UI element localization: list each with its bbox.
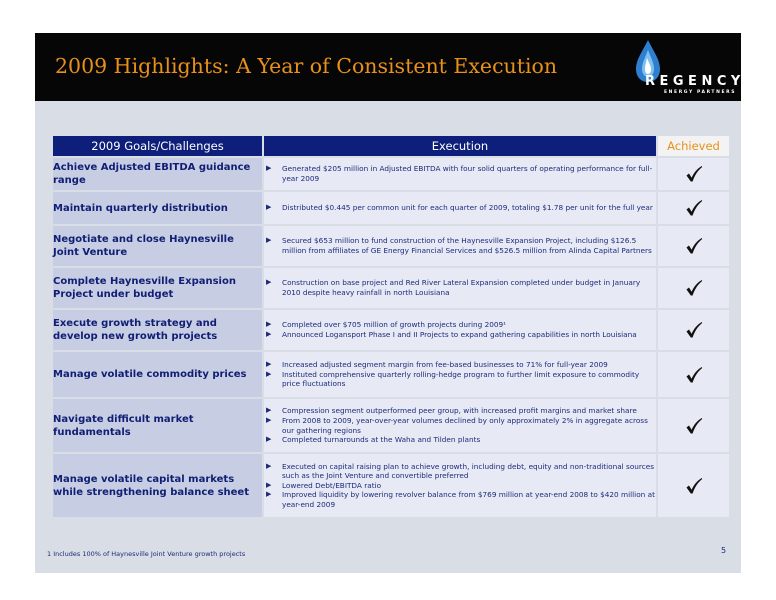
- table-row: Execute growth strategy and develop new …: [53, 310, 729, 350]
- slide-header: [35, 33, 741, 101]
- checkmark-icon: [686, 200, 702, 216]
- checkmark-icon: [686, 280, 702, 296]
- execution-point-text: Completed turnarounds at the Waha and Ti…: [282, 435, 481, 445]
- goal-cell: Navigate difficult market fundamentals: [53, 399, 262, 452]
- execution-cell: ▶ Compression segment outperformed peer g…: [264, 399, 656, 452]
- bullet-arrow-icon: ▶: [266, 164, 272, 173]
- checkmark-icon: [686, 166, 702, 182]
- bullet-arrow-icon: ▶: [266, 415, 272, 424]
- achieved-cell: [658, 226, 729, 266]
- column-header-goals: 2009 Goals/Challenges: [53, 136, 262, 156]
- execution-cell: ▶ Distributed $0.445 per common unit for …: [264, 192, 656, 224]
- execution-point-text: Generated $205 million in Adjusted EBITD…: [282, 164, 653, 183]
- goal-cell: Execute growth strategy and develop new …: [53, 310, 262, 350]
- execution-point-text: Lowered Debt/EBITDA ratio: [282, 480, 382, 490]
- bullet-arrow-icon: ▶: [266, 278, 272, 287]
- execution-point: ▶ Secured $653 million to fund constructi…: [264, 236, 656, 255]
- table-row: Navigate difficult market fundamentals ▶ C…: [53, 399, 729, 452]
- goal-cell: Manage volatile capital markets while st…: [53, 454, 262, 517]
- table-header-row: 2009 Goals/Challenges Execution Achieved: [53, 136, 729, 156]
- footnote: 1 Includes 100% of Haynesville Joint Ven…: [47, 550, 246, 558]
- execution-cell: ▶ Executed on capital raising plan to ach…: [264, 454, 656, 517]
- table-row: Achieve Adjusted EBITDA guidance range ▶ G…: [53, 158, 729, 190]
- goal-cell: Achieve Adjusted EBITDA guidance range: [53, 158, 262, 190]
- bullet-arrow-icon: ▶: [266, 461, 272, 470]
- execution-point: ▶ Executed on capital raising plan to ach…: [264, 462, 656, 481]
- table-row: Complete Haynesville Expansion Project u…: [53, 268, 729, 308]
- execution-point-text: Completed over $705 million of growth pr…: [282, 320, 507, 330]
- execution-point-text: Announced Logansport Phase I and II Proj…: [282, 330, 637, 339]
- table-row: Manage volatile capital markets while st…: [53, 454, 729, 517]
- execution-point-text: Distributed $0.445 per common unit for e…: [282, 203, 653, 213]
- execution-point: ▶ Increased adjusted segment margin from …: [264, 360, 656, 370]
- execution-point-text: From 2008 to 2009, year-over-year volume…: [282, 415, 648, 435]
- column-header-execution: Execution: [264, 136, 656, 156]
- checkmark-icon: [686, 417, 702, 433]
- bullet-arrow-icon: ▶: [266, 236, 272, 245]
- highlights-table: 2009 Goals/Challenges Execution Achieved…: [51, 134, 731, 519]
- achieved-cell: [658, 268, 729, 308]
- bullet-arrow-icon: ▶: [266, 369, 272, 378]
- bullet-arrow-icon: ▶: [266, 490, 272, 499]
- execution-point: ▶ Instituted comprehensive quarterly roll…: [264, 370, 656, 389]
- execution-point: ▶ From 2008 to 2009, year-over-year volum…: [264, 416, 656, 435]
- flame-drop-icon: [636, 40, 660, 82]
- bullet-arrow-icon: ▶: [266, 360, 272, 369]
- achieved-cell: [658, 192, 729, 224]
- execution-point: ▶ Completed turnarounds at the Waha and T…: [264, 435, 656, 445]
- table-row: Negotiate and close Haynesville Joint Ve…: [53, 226, 729, 266]
- bullet-arrow-icon: ▶: [266, 480, 272, 489]
- bullet-arrow-icon: ▶: [266, 406, 272, 415]
- execution-point-text: Executed on capital raising plan to achi…: [282, 461, 655, 481]
- table-row: Maintain quarterly distribution ▶ Distribu…: [53, 192, 729, 224]
- logo-subtitle: ENERGY PARTNERS: [664, 90, 737, 95]
- bullet-arrow-icon: ▶: [266, 330, 272, 338]
- bullet-arrow-icon: ▶: [266, 320, 272, 329]
- execution-point: ▶ Lowered Debt/EBITDA ratio: [264, 481, 656, 491]
- execution-point-text: Compression segment outperformed peer gr…: [282, 406, 637, 416]
- column-header-achieved: Achieved: [658, 136, 729, 156]
- checkmark-icon: [686, 322, 702, 338]
- execution-point: ▶ Completed over $705 million of growth p…: [264, 320, 656, 330]
- slide-title: 2009 Highlights: A Year of Consistent Ex…: [55, 54, 558, 78]
- goal-cell: Manage volatile commodity prices: [53, 352, 262, 397]
- achieved-cell: [658, 454, 729, 517]
- execution-cell: ▶ Construction on base project and Red Ri…: [264, 268, 656, 308]
- logo-wordmark: REGENCY: [645, 74, 745, 89]
- goal-cell: Negotiate and close Haynesville Joint Ve…: [53, 226, 262, 266]
- achieved-cell: [658, 158, 729, 190]
- execution-point: ▶ Generated $205 million in Adjusted EBIT…: [264, 164, 656, 183]
- achieved-cell: [658, 352, 729, 397]
- checkmark-icon: [686, 477, 702, 493]
- execution-point-text: Instituted comprehensive quarterly rolli…: [282, 369, 640, 389]
- execution-cell: ▶ Increased adjusted segment margin from …: [264, 352, 656, 397]
- checkmark-icon: [686, 366, 702, 382]
- execution-point-text: Secured $653 million to fund constructio…: [282, 236, 652, 255]
- execution-point-text: Improved liquidity by lowering revolver …: [282, 490, 655, 509]
- bullet-arrow-icon: ▶: [266, 203, 272, 212]
- bullet-arrow-icon: ▶: [266, 435, 272, 444]
- execution-point: ▶ Improved liquidity by lowering revolver…: [264, 490, 656, 509]
- table-row: Manage volatile commodity prices ▶ Increas…: [53, 352, 729, 397]
- checkmark-icon: [686, 238, 702, 254]
- goal-cell: Complete Haynesville Expansion Project u…: [53, 268, 262, 308]
- execution-point: ▶ Construction on base project and Red Ri…: [264, 278, 656, 297]
- achieved-cell: [658, 310, 729, 350]
- execution-cell: ▶ Secured $653 million to fund constructi…: [264, 226, 656, 266]
- achieved-cell: [658, 399, 729, 452]
- execution-point-text: Increased adjusted segment margin from f…: [282, 360, 608, 370]
- execution-point: ▶ Compression segment outperformed peer g…: [264, 406, 656, 416]
- execution-point-text: Construction on base project and Red Riv…: [282, 278, 641, 297]
- goal-cell: Maintain quarterly distribution: [53, 192, 262, 224]
- execution-cell: ▶ Generated $205 million in Adjusted EBIT…: [264, 158, 656, 190]
- page-number: 5: [721, 546, 727, 555]
- execution-cell: ▶ Completed over $705 million of growth p…: [264, 310, 656, 350]
- execution-point: ▶ Distributed $0.445 per common unit for …: [264, 203, 656, 213]
- execution-point: ▶ Announced Logansport Phase I and II Pro…: [264, 330, 656, 340]
